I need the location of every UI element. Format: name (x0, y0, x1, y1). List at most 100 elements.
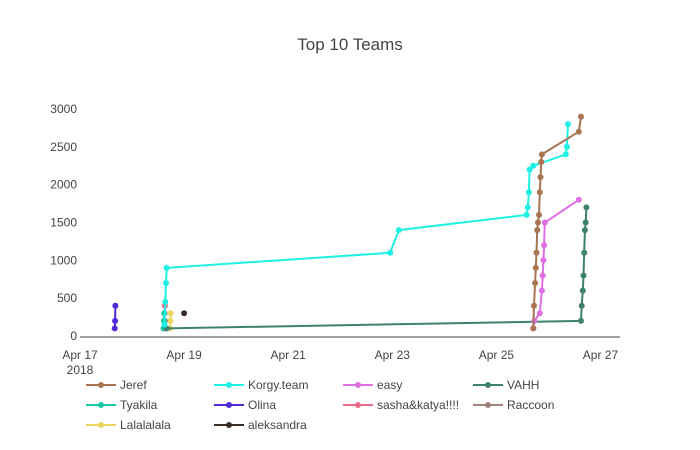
y-tick-label: 2500 (50, 140, 77, 154)
data-point (530, 162, 537, 169)
data-point (578, 113, 584, 120)
data-point (167, 310, 174, 317)
legend-item[interactable]: Tyakila (86, 398, 158, 412)
legend-item[interactable]: VAHH (473, 378, 539, 392)
series-aleksandra (181, 310, 188, 317)
data-point (525, 189, 532, 196)
data-point (395, 227, 402, 234)
x-tick-label: Apr 21 (271, 348, 307, 362)
data-point (533, 249, 540, 256)
legend-item[interactable]: Olina (214, 398, 276, 412)
legend-swatch-marker (98, 422, 104, 428)
legend-label: VAHH (507, 378, 539, 392)
data-point (582, 219, 589, 226)
chart-title: Top 10 Teams (297, 35, 403, 54)
data-point (536, 310, 543, 317)
legend-swatch-marker (355, 402, 361, 408)
legend-swatch-marker (226, 382, 232, 388)
y-tick-label: 1000 (50, 253, 77, 267)
series-line (532, 198, 580, 329)
data-point (565, 121, 571, 128)
x-tick-label: Apr 23 (375, 348, 411, 362)
legend-swatch-marker (226, 422, 232, 428)
series-korgy-team (161, 121, 571, 328)
legend-item[interactable]: aleksandra (214, 418, 307, 432)
legend-item[interactable]: easy (343, 378, 402, 392)
legend-label: Korgy.team (248, 378, 308, 392)
data-point (538, 159, 545, 165)
data-point (541, 219, 548, 226)
legend-swatch-marker (98, 382, 104, 388)
data-point (580, 272, 587, 279)
x-tick-label: Apr 25 (479, 348, 515, 362)
data-point (534, 227, 541, 234)
data-point (536, 211, 542, 218)
y-tick-label: 500 (57, 291, 77, 305)
series-line (166, 207, 588, 330)
data-point (538, 287, 545, 294)
y-axis-ticks: 0 500 1000 1500 2000 2500 3000 (50, 102, 77, 343)
data-point (538, 151, 545, 158)
y-tick-label: 1500 (50, 216, 77, 230)
series-jeref (530, 113, 584, 332)
data-point (581, 227, 588, 234)
data-point (579, 287, 586, 294)
data-point (581, 249, 588, 256)
data-point (530, 325, 537, 332)
data-point (536, 189, 543, 196)
data-point (111, 325, 118, 332)
data-point (562, 151, 569, 158)
data-point (532, 280, 539, 286)
legend-label: Lalalalala (120, 418, 171, 432)
series-olina (111, 302, 119, 332)
data-point (583, 204, 590, 211)
data-point (181, 310, 188, 317)
y-tick-label: 3000 (50, 102, 77, 116)
data-point (578, 302, 585, 309)
series-layer (111, 113, 590, 332)
legend-label: Tyakila (120, 398, 158, 412)
legend-label: sasha&katya!!!! (377, 398, 459, 412)
data-point (532, 264, 539, 271)
x-tick-label: Apr 27 (583, 348, 619, 362)
series-line (163, 124, 569, 325)
legend-item[interactable]: Jeref (86, 378, 147, 392)
data-point (163, 264, 170, 271)
legend-swatch-marker (485, 382, 491, 388)
data-point (540, 257, 547, 264)
x-tick-label: Apr 19 (166, 348, 202, 362)
data-point (112, 302, 119, 309)
data-point (112, 317, 119, 324)
series-line (113, 305, 117, 329)
legend-item[interactable]: Raccoon (473, 398, 554, 412)
legend-swatch-marker (485, 402, 491, 408)
data-point (531, 302, 537, 309)
legend[interactable]: Jeref Korgy.team easy VAHH Tyakila Olina sasha… (86, 378, 554, 432)
data-point (541, 242, 548, 249)
data-point (162, 298, 169, 305)
y-tick-label: 0 (70, 329, 77, 343)
data-point (575, 196, 582, 203)
legend-item[interactable]: sasha&katya!!!! (343, 398, 459, 412)
data-point (163, 280, 169, 286)
legend-item[interactable]: Lalalalala (86, 418, 171, 432)
series-vahh (163, 204, 590, 332)
data-point (523, 211, 530, 218)
data-point (539, 272, 546, 279)
data-point (161, 321, 168, 328)
data-point (167, 317, 174, 324)
data-point (524, 204, 531, 211)
legend-swatch-marker (355, 382, 361, 388)
data-point (387, 249, 394, 256)
data-point (578, 317, 584, 324)
legend-label: Raccoon (507, 398, 554, 412)
legend-label: Jeref (120, 378, 147, 392)
legend-item[interactable]: Korgy.team (214, 378, 308, 392)
x-tick-label: Apr 17 (62, 348, 98, 362)
y-tick-label: 2000 (50, 178, 77, 192)
legend-swatch-marker (226, 402, 232, 408)
legend-label: easy (377, 378, 402, 392)
